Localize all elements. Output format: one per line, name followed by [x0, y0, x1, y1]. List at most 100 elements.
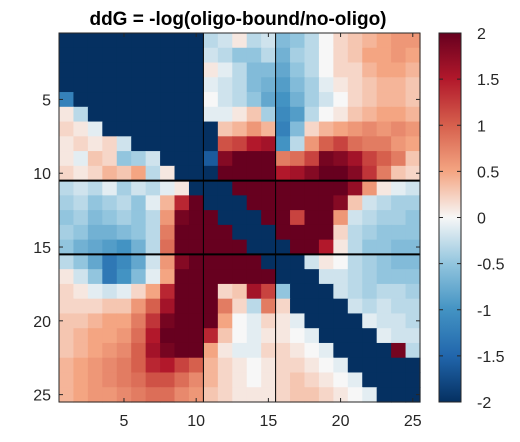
- heatmap-cell: [318, 106, 334, 123]
- colorbar-tick-label: 0.5: [477, 164, 499, 181]
- colorbar-tick-label: -1.5: [477, 349, 505, 366]
- heatmap-cell: [73, 121, 89, 137]
- heatmap-cell: [333, 151, 349, 167]
- heatmap-cell: [347, 269, 363, 285]
- heatmap-cell: [391, 151, 407, 167]
- heatmap-cell: [261, 151, 277, 167]
- heatmap-cell: [347, 298, 363, 315]
- heatmap-cell: [160, 269, 176, 285]
- heatmap-cell: [333, 136, 349, 152]
- heatmap-cell: [261, 313, 277, 329]
- heatmap-cell: [73, 313, 89, 329]
- heatmap-cell: [347, 283, 363, 300]
- heatmap-cell: [203, 254, 219, 270]
- heatmap-cell: [59, 239, 75, 255]
- heatmap-cell: [87, 210, 103, 226]
- heatmap-cell: [59, 372, 75, 388]
- heatmap-cell: [145, 254, 161, 270]
- heatmap-cell: [318, 210, 334, 226]
- heatmap-cell: [347, 210, 363, 226]
- heatmap-cell: [333, 239, 349, 255]
- heatmap-cell: [217, 62, 233, 78]
- heatmap-cell: [347, 106, 363, 123]
- x-tick-label: 5: [120, 413, 129, 430]
- heatmap-cell: [131, 121, 147, 137]
- heatmap-cell: [405, 239, 421, 255]
- heatmap-cell: [174, 342, 190, 359]
- heatmap-cell: [102, 77, 118, 93]
- heatmap-cell: [102, 33, 118, 49]
- heatmap-cell: [232, 357, 248, 374]
- heatmap-cell: [304, 33, 320, 49]
- heatmap-cell: [203, 180, 219, 196]
- heatmap-cell: [333, 92, 349, 108]
- heatmap-cell: [217, 77, 233, 93]
- heatmap-cell: [405, 165, 421, 182]
- chart-title: ddG = -log(oligo-bound/no-oligo): [89, 9, 386, 30]
- heatmap-cell: [131, 165, 147, 182]
- heatmap-cell: [174, 33, 190, 49]
- heatmap-cell: [73, 357, 89, 374]
- heatmap-cell: [347, 180, 363, 196]
- heatmap-cell: [102, 372, 118, 388]
- heatmap-cell: [376, 342, 392, 359]
- heatmap-cell: [188, 224, 204, 241]
- heatmap-cell: [59, 106, 75, 123]
- heatmap-cell: [376, 151, 392, 167]
- heatmap-cell: [174, 210, 190, 226]
- heatmap-cell: [261, 298, 277, 315]
- heatmap-cell: [160, 357, 176, 374]
- heatmap-cell: [304, 357, 320, 374]
- heatmap-cell: [405, 121, 421, 137]
- heatmap-cell: [131, 224, 147, 241]
- heatmap-cell: [304, 151, 320, 167]
- heatmap-cell: [347, 33, 363, 49]
- heatmap-cell: [87, 77, 103, 93]
- heatmap-cell: [145, 239, 161, 255]
- heatmap-cell: [246, 254, 262, 270]
- heatmap-cell: [261, 62, 277, 78]
- heatmap-cell: [391, 47, 407, 64]
- heatmap-cell: [275, 165, 291, 182]
- heatmap-cell: [73, 298, 89, 315]
- heatmap-cell: [188, 357, 204, 374]
- heatmap-cell: [333, 224, 349, 241]
- heatmap-cell: [87, 151, 103, 167]
- heatmap-cell: [246, 387, 262, 403]
- heatmap-cell: [246, 372, 262, 388]
- heatmap-cell: [318, 387, 334, 403]
- heatmap-cell: [405, 77, 421, 93]
- heatmap-cell: [333, 165, 349, 182]
- heatmap-cell: [246, 210, 262, 226]
- heatmap-cell: [405, 180, 421, 196]
- heatmap-cell: [59, 328, 75, 344]
- heatmap-cell: [73, 180, 89, 196]
- heatmap-cell: [362, 195, 378, 211]
- heatmap-cell: [376, 357, 392, 374]
- heatmap-cell: [333, 387, 349, 403]
- heatmap-cell: [261, 33, 277, 49]
- heatmap-cell: [376, 283, 392, 300]
- heatmap-cell: [217, 298, 233, 315]
- heatmap-cell: [232, 372, 248, 388]
- heatmap-cell: [376, 136, 392, 152]
- heatmap-cell: [102, 387, 118, 403]
- heatmap-cell: [217, 165, 233, 182]
- heatmap-cell: [59, 298, 75, 315]
- heatmap-cell: [405, 224, 421, 241]
- heatmap-cell: [174, 77, 190, 93]
- heatmap-cell: [290, 47, 306, 64]
- heatmap-cell: [145, 328, 161, 344]
- heatmap-cell: [318, 269, 334, 285]
- heatmap-cell: [290, 180, 306, 196]
- heatmap-cell: [160, 210, 176, 226]
- heatmap-cell: [333, 269, 349, 285]
- heatmap-cell: [188, 298, 204, 315]
- heatmap-cell: [217, 195, 233, 211]
- heatmap-cell: [217, 151, 233, 167]
- heatmap-cell: [347, 195, 363, 211]
- heatmap-cell: [362, 387, 378, 403]
- heatmap-cell: [188, 121, 204, 137]
- heatmap-cell: [145, 92, 161, 108]
- heatmap-cell: [160, 92, 176, 108]
